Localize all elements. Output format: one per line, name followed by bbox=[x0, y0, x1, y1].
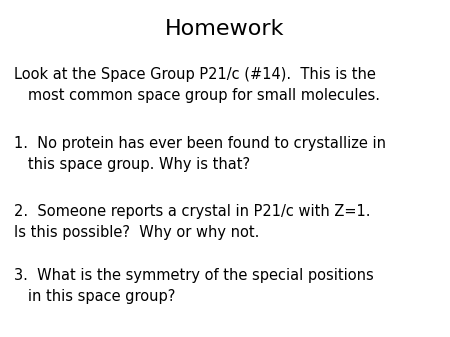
Text: 1.  No protein has ever been found to crystallize in
   this space group. Why is: 1. No protein has ever been found to cry… bbox=[14, 136, 386, 173]
Text: Homework: Homework bbox=[165, 19, 285, 38]
Text: 3.  What is the symmetry of the special positions
   in this space group?: 3. What is the symmetry of the special p… bbox=[14, 268, 373, 304]
Text: 2.  Someone reports a crystal in P21/c with Z=1.
Is this possible?  Why or why n: 2. Someone reports a crystal in P21/c wi… bbox=[14, 204, 370, 240]
Text: Look at the Space Group P21/c (#14).  This is the
   most common space group for: Look at the Space Group P21/c (#14). Thi… bbox=[14, 67, 379, 103]
